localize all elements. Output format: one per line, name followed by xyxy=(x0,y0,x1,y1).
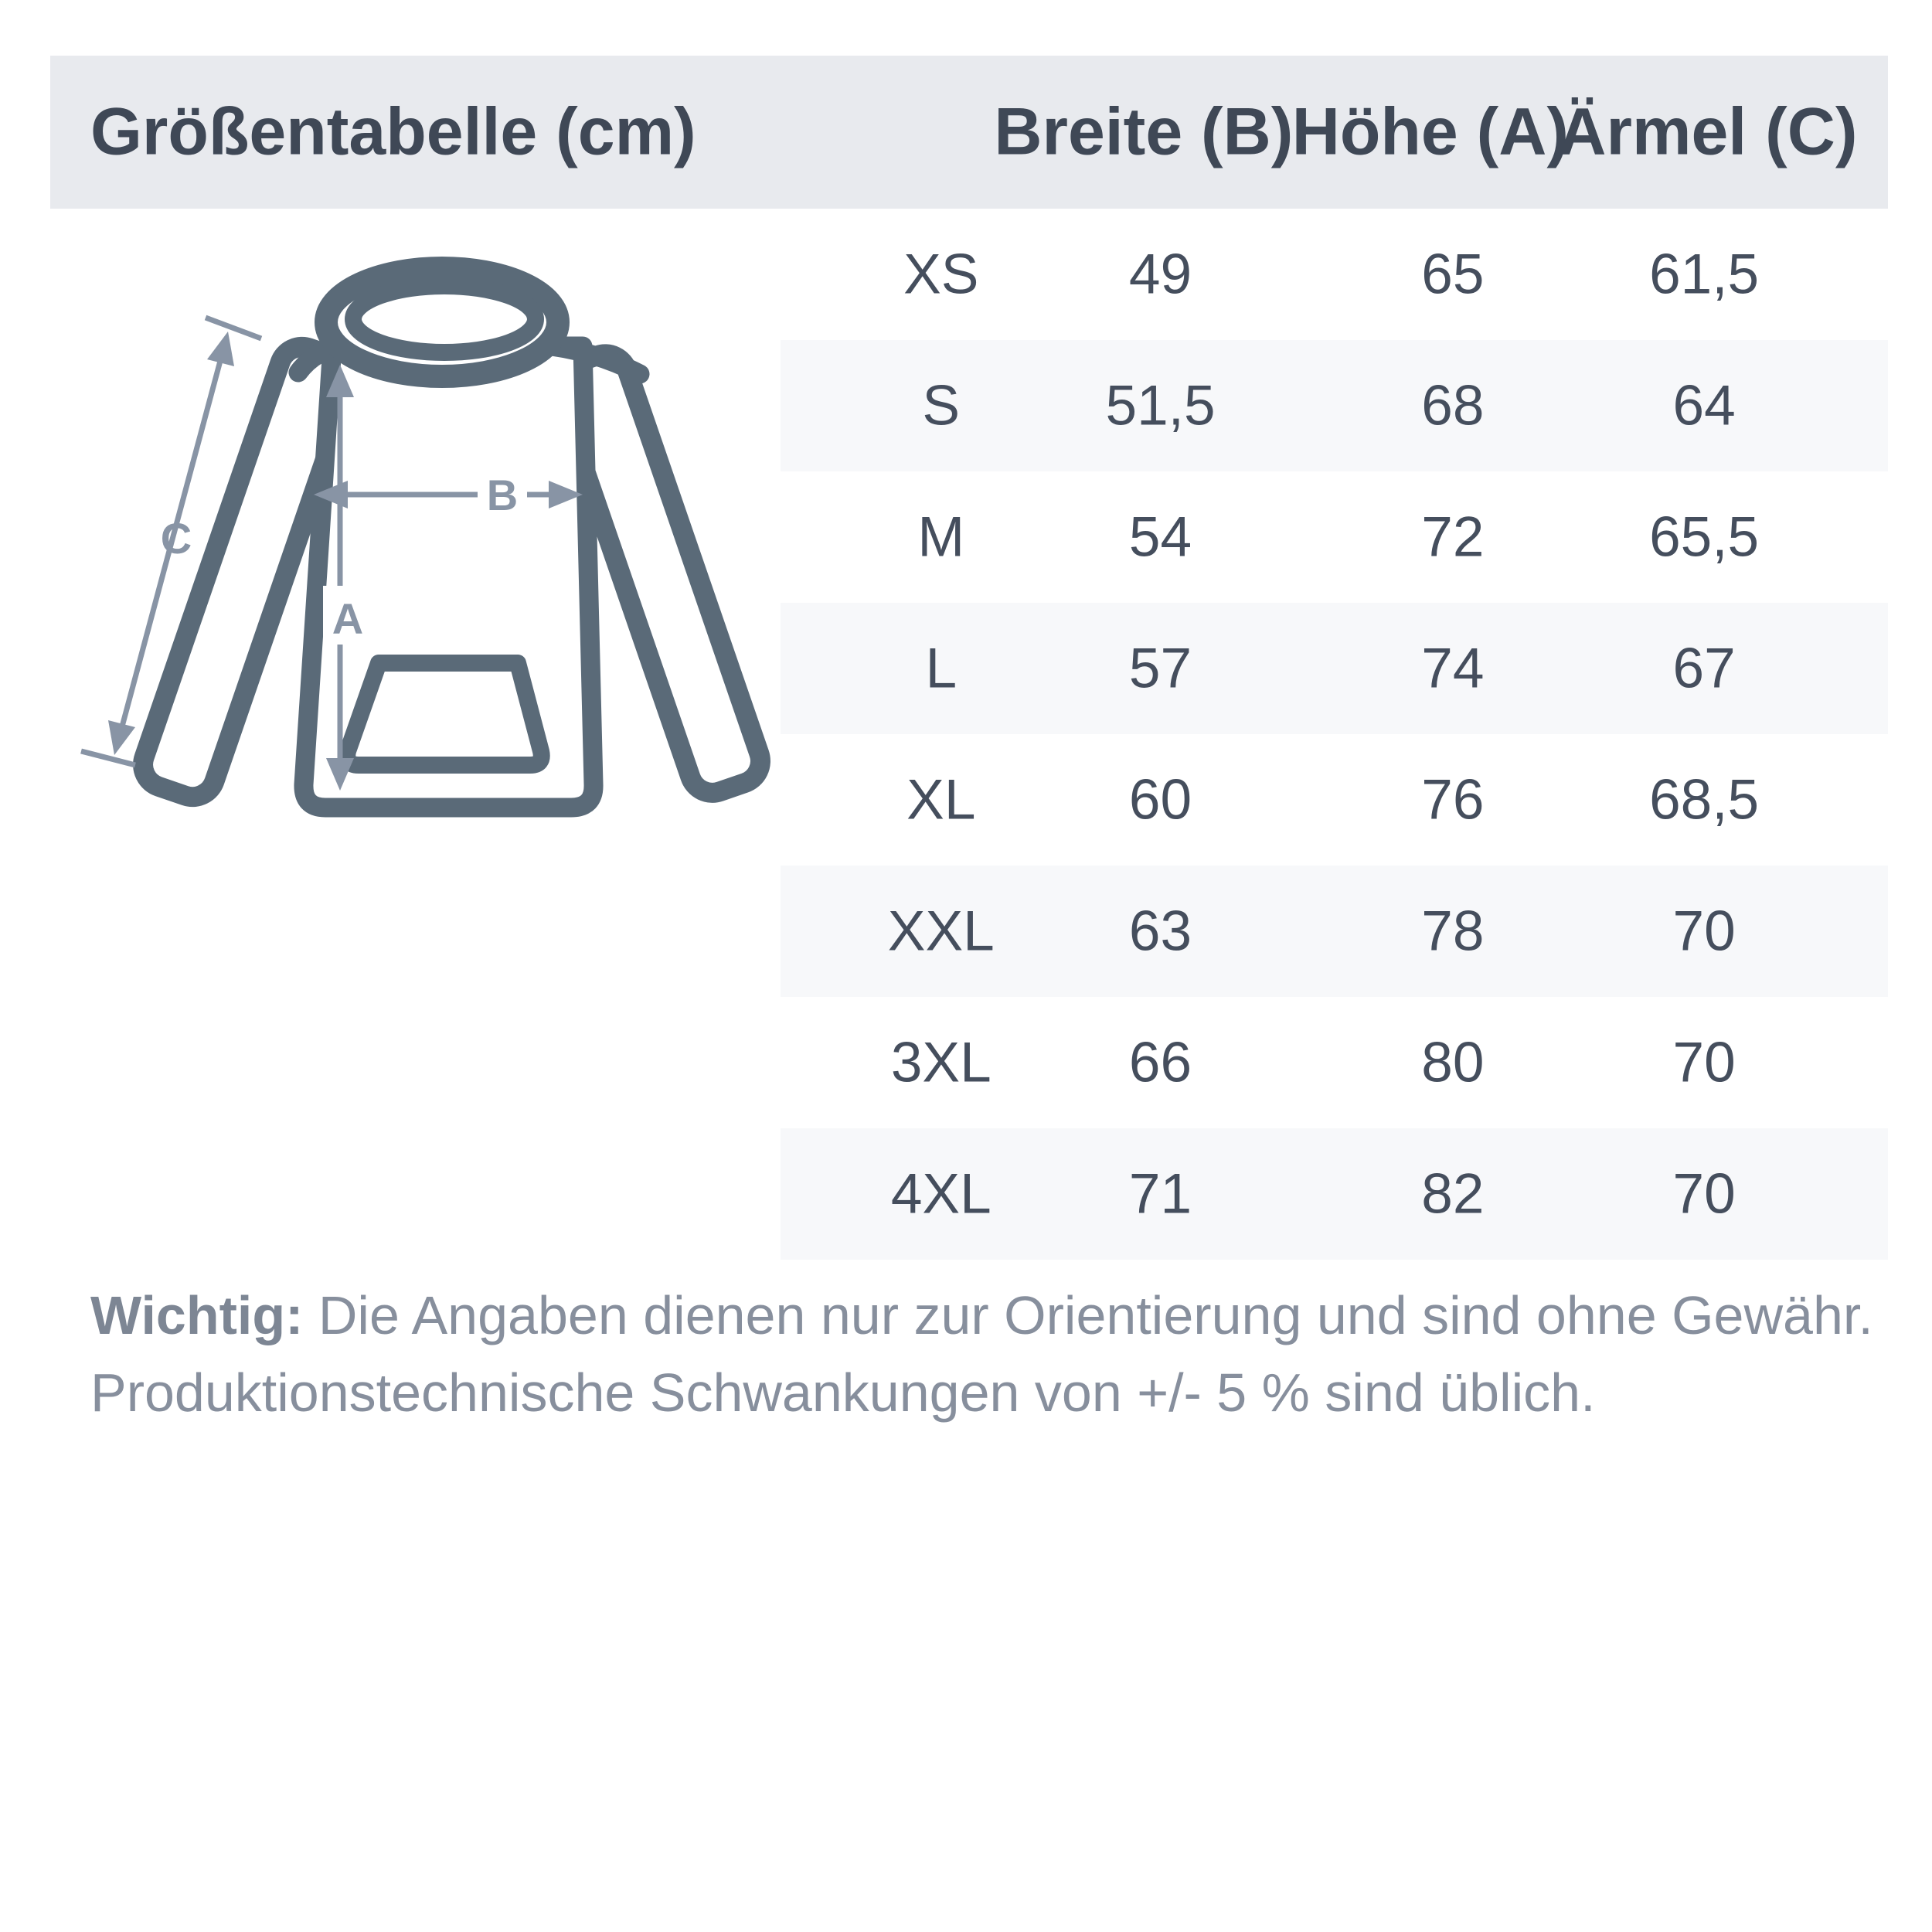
hoodie-diagram-svg: A B C xyxy=(80,257,770,818)
breite-value: 71 xyxy=(1128,1162,1192,1226)
breite-value: 49 xyxy=(1128,243,1192,306)
table-header-bar: Größentabelle (cm) Breite (B) Höhe (A) Ä… xyxy=(50,56,1888,209)
measure-c-arrow xyxy=(80,315,263,768)
hoehe-value: 65 xyxy=(1421,243,1485,306)
table-row-m: M 54 72 65,5 xyxy=(781,471,1888,603)
measure-a-label: A xyxy=(332,594,363,643)
measure-b-label: B xyxy=(487,471,518,519)
aermel-value: 70 xyxy=(1672,1031,1736,1094)
disclaimer-line-2: Produktionstechnische Schwankungen von +… xyxy=(90,1362,1596,1423)
aermel-value: 67 xyxy=(1672,637,1736,700)
breite-value: 51,5 xyxy=(1105,374,1216,437)
aermel-value: 68,5 xyxy=(1649,768,1760,832)
breite-value: 63 xyxy=(1128,900,1192,963)
hoehe-value: 72 xyxy=(1421,505,1485,569)
hoodie-hood-opening xyxy=(345,277,544,361)
hoehe-value: 80 xyxy=(1421,1031,1485,1094)
table-row-4xl: 4XL 71 82 70 xyxy=(781,1128,1888,1260)
hoehe-value: 82 xyxy=(1421,1162,1485,1226)
aermel-value: 70 xyxy=(1672,1162,1736,1226)
measure-b-label-bg xyxy=(478,467,527,522)
hoodie-pocket xyxy=(338,655,550,774)
breite-value: 57 xyxy=(1128,637,1192,700)
measure-c-label: C xyxy=(161,514,192,563)
disclaimer-note: Wichtig: Die Angaben dienen nur zur Orie… xyxy=(90,1277,1891,1431)
table-row-3xl: 3XL 66 80 70 xyxy=(781,997,1888,1128)
disclaimer-text-1: Die Angaben dienen nur zur Orientierung … xyxy=(303,1285,1873,1345)
hoehe-value: 76 xyxy=(1421,768,1485,832)
size-label: 4XL xyxy=(890,1162,992,1226)
hoehe-value: 68 xyxy=(1421,374,1485,437)
size-label: M xyxy=(917,505,965,569)
size-label: XXL xyxy=(887,900,995,963)
column-header-hoehe: Höhe (A) xyxy=(1291,94,1570,169)
measure-a-arrow xyxy=(326,365,354,791)
size-label: XL xyxy=(906,768,976,832)
size-label: XS xyxy=(903,243,979,306)
aermel-value: 61,5 xyxy=(1649,243,1760,306)
table-row-xxl: XXL 63 78 70 xyxy=(781,866,1888,997)
size-label: S xyxy=(922,374,961,437)
table-row-xl: XL 60 76 68,5 xyxy=(781,734,1888,866)
table-row-s: S 51,5 68 64 xyxy=(781,340,1888,471)
disclaimer-label: Wichtig: xyxy=(90,1285,304,1345)
breite-value: 60 xyxy=(1128,768,1192,832)
breite-value: 54 xyxy=(1128,505,1192,569)
size-label: 3XL xyxy=(890,1031,992,1094)
hoehe-value: 74 xyxy=(1421,637,1485,700)
table-row-xs: XS 49 65 61,5 xyxy=(781,209,1888,340)
aermel-value: 64 xyxy=(1672,374,1736,437)
hoodie-measurement-diagram: A B C xyxy=(46,216,788,912)
aermel-value: 65,5 xyxy=(1649,505,1760,569)
size-table: XS 49 65 61,5 S 51,5 68 64 M 54 72 65,5 … xyxy=(781,209,1888,1260)
column-header-breite: Breite (B) xyxy=(994,94,1294,169)
aermel-value: 70 xyxy=(1672,900,1736,963)
table-row-l: L 57 74 67 xyxy=(781,603,1888,734)
hoehe-value: 78 xyxy=(1421,900,1485,963)
column-header-aermel: Ärmel (C) xyxy=(1558,94,1858,169)
disclaimer-line-1: Wichtig: Die Angaben dienen nur zur Orie… xyxy=(90,1277,1891,1354)
size-label: L xyxy=(925,637,957,700)
breite-value: 66 xyxy=(1128,1031,1192,1094)
page-title: Größentabelle (cm) xyxy=(90,94,696,169)
measure-a-label-bg xyxy=(323,586,372,645)
